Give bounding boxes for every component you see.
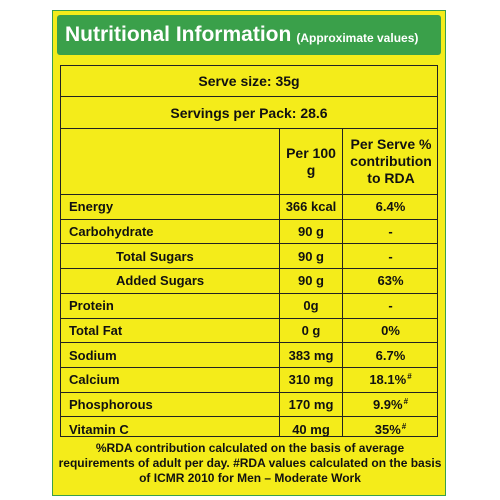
table-row: Phosphorous 170 mg 9.9% #: [61, 391, 439, 417]
per-100g-value: 366 kcal: [285, 199, 337, 215]
panel-title: Nutritional Information: [65, 23, 292, 46]
per-100g-value: 40 mg: [292, 421, 330, 437]
per-100g-value: 90 g: [297, 273, 324, 289]
col-header-per100-label: Per 100 g: [286, 144, 336, 178]
rda-cell: 6.7%: [342, 343, 439, 367]
col-header-per100: Per 100 g: [283, 129, 339, 194]
footnote: %RDA contribution calculated on the basi…: [58, 441, 442, 485]
table-row: Total Sugars 90 g -: [61, 243, 437, 268]
rda-value: 6.7%: [375, 347, 406, 363]
rda-value: 18.1%: [369, 372, 407, 388]
col-header-rda: Per Serve % contribution to RDA: [345, 129, 437, 194]
rda-cell: 0%: [342, 319, 439, 343]
per-100g-value: 0g: [303, 298, 319, 314]
nutrient-name: Calcium: [69, 372, 120, 388]
rda-cell: 9.9% #: [342, 393, 439, 417]
rda-value: 9.9%: [372, 396, 403, 412]
rda-value: -: [388, 298, 393, 314]
nutrition-table: Serve size: 35g Servings per Pack: 28.6 …: [60, 65, 438, 437]
nutrient-name: Total Sugars: [116, 248, 194, 264]
table-row: Protein 0g -: [61, 292, 439, 318]
per-100g-value: 0 g: [301, 322, 321, 338]
per-100g-value: 170 mg: [288, 396, 334, 412]
nutrient-name: Energy: [69, 199, 114, 215]
rda-cell: 6.4%: [342, 195, 439, 219]
rda-cell: 35% #: [342, 417, 439, 441]
per-100g-value: 310 mg: [288, 372, 334, 388]
per-100g-value: 90 g: [297, 248, 324, 264]
rda-cell: 18.1% #: [342, 368, 439, 392]
table-row: Calcium 310 mg 18.1% #: [61, 366, 439, 392]
nutrient-name: Phosphorous: [69, 396, 153, 412]
rda-value: 63%: [377, 273, 404, 289]
per-100g-value: 383 mg: [288, 347, 334, 363]
panel-header: Nutritional Information (Approximate val…: [57, 15, 441, 55]
table-row: Vitamin C 40 mg 35% #: [61, 416, 437, 441]
panel-subtitle: (Approximate values): [296, 30, 419, 45]
table-row: Total Fat 0 g 0%: [61, 317, 439, 343]
column-divider: [342, 129, 343, 436]
rda-footnote-mark: #: [401, 421, 407, 431]
servings-row: Servings per Pack: 28.6: [61, 97, 437, 129]
nutrient-name: Total Fat: [69, 322, 123, 338]
rda-footnote-mark: #: [403, 396, 409, 406]
nutrient-name: Vitamin C: [69, 421, 129, 437]
rda-cell: -: [342, 294, 439, 318]
rda-value: -: [388, 248, 393, 264]
serve-size: Serve size: 35g: [198, 73, 300, 89]
nutrient-name: Sodium: [69, 347, 117, 363]
table-row: Carbohydrate 90 g -: [61, 218, 439, 244]
servings-per-pack: Servings per Pack: 28.6: [170, 104, 328, 121]
table-row: Sodium 383 mg 6.7%: [61, 342, 437, 367]
rda-cell: -: [342, 220, 439, 244]
serve-size-row: Serve size: 35g: [61, 66, 437, 97]
nutrient-name: Carbohydrate: [69, 224, 154, 240]
rda-cell: -: [342, 244, 439, 268]
column-divider: [279, 129, 280, 436]
rda-value: 35%: [374, 421, 401, 437]
rda-value: 6.4%: [375, 199, 406, 215]
nutrient-name: Protein: [69, 298, 114, 314]
nutrition-panel: Nutritional Information (Approximate val…: [52, 10, 446, 496]
table-row: Energy 366 kcal 6.4%: [61, 194, 437, 219]
rda-footnote-mark: #: [407, 372, 412, 382]
col-header-rda-label: Per Serve % contribution to RDA: [350, 136, 432, 186]
rda-value: 0%: [381, 322, 400, 338]
per-100g-value: 90 g: [297, 224, 324, 240]
rda-cell: 63%: [342, 269, 439, 293]
nutrient-name: Added Sugars: [116, 273, 205, 289]
rda-value: -: [388, 224, 393, 240]
table-row: Added Sugars 90 g 63%: [61, 268, 437, 293]
